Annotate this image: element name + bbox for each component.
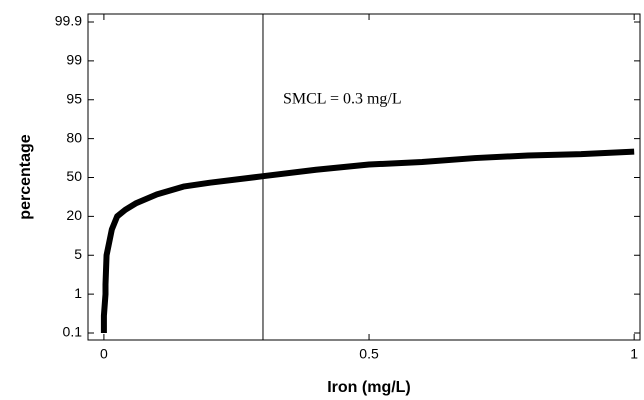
y-tick-label: 1 xyxy=(74,285,82,301)
y-tick-label: 80 xyxy=(66,129,82,145)
x-tick-label: 0 xyxy=(100,346,108,362)
y-tick-label: 99 xyxy=(66,52,82,68)
y-tick-label: 5 xyxy=(74,246,82,262)
x-tick-label: 0.5 xyxy=(359,346,379,362)
y-tick-label: 20 xyxy=(66,207,82,223)
data-line xyxy=(100,148,635,333)
y-tick-label: 95 xyxy=(66,90,82,106)
y-tick-label: 50 xyxy=(66,168,82,184)
y-axis-label: percentage xyxy=(17,134,34,219)
y-tick-label: 99.9 xyxy=(55,13,82,29)
x-axis-label: Iron (mg/L) xyxy=(327,379,411,396)
annotation: SMCL = 0.3 mg/L xyxy=(283,91,402,108)
plot-frame xyxy=(87,13,641,341)
x-tick-label: 1 xyxy=(630,346,638,362)
y-tick-label: 0.1 xyxy=(63,324,83,340)
